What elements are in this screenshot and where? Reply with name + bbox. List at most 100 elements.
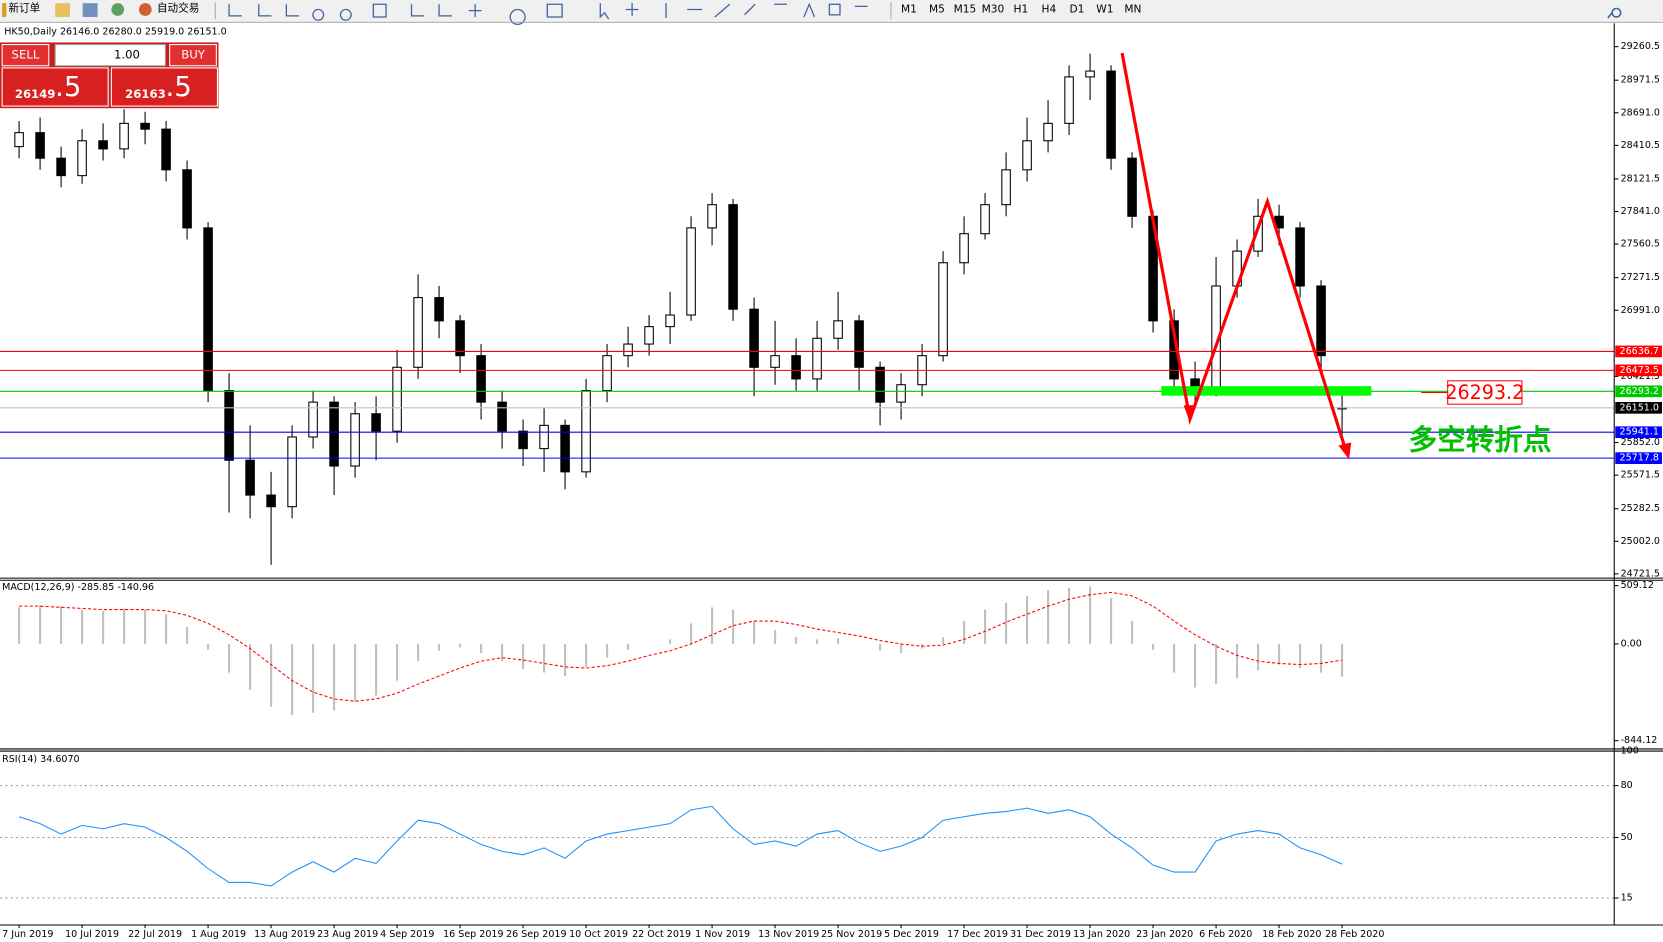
x-tick-label: 1 Nov 2019 (695, 929, 750, 940)
candle-body (14, 132, 24, 148)
y-tick-label: 25571.5 (1621, 470, 1660, 481)
candle-body (77, 140, 87, 177)
candle-body (560, 424, 570, 473)
candle-body (35, 132, 45, 159)
arrow-head (1183, 405, 1197, 423)
price-level-label: 26151.0 (1620, 402, 1659, 413)
candle-body (182, 169, 192, 229)
y-tick-label: 27271.5 (1621, 272, 1660, 283)
candle-body (1316, 285, 1326, 357)
timeframe-button[interactable]: W1 (1096, 4, 1113, 16)
price-level-label: 26473.5 (1620, 365, 1659, 376)
lot-value[interactable]: 1.00 (114, 48, 140, 62)
x-tick-label: 26 Sep 2019 (506, 929, 566, 940)
annotation-text: 多空转折点 (1408, 422, 1551, 456)
ask-box[interactable] (110, 67, 218, 107)
timeframe-button[interactable]: M30 (982, 4, 1005, 16)
axes: 29260.5 28971.5 28691.0 28410.5 28121.5 27841… (2, 41, 1662, 940)
icon[interactable] (55, 3, 70, 17)
auto-trade-button[interactable]: 自动交易 (157, 1, 199, 14)
toolbar: 新订单 自动交易 M1 M5 M15 M30 H1 H4 D1 W1 MN (0, 0, 1663, 25)
candle-body (1127, 157, 1137, 217)
toolbar-icons[interactable] (228, 2, 868, 25)
candle-body (938, 262, 948, 357)
candle-body (161, 128, 171, 171)
ask-price[interactable]: 26163 (125, 87, 166, 101)
timeframe-button[interactable]: MN (1124, 4, 1141, 16)
candle-body (140, 122, 150, 130)
search-icon[interactable] (1607, 7, 1622, 19)
timeframe-button[interactable]: M15 (954, 4, 977, 16)
candle-body (581, 389, 591, 473)
buy-button[interactable] (169, 44, 217, 67)
price-level-label: 25717.8 (1620, 453, 1659, 464)
icon[interactable] (111, 3, 125, 16)
candle-body (245, 459, 255, 496)
icon[interactable] (82, 3, 98, 17)
y-tick-label: 28691.0 (1621, 107, 1660, 118)
timeframe-group: M1 M5 M15 M30 H1 H4 D1 W1 MN (901, 4, 1141, 16)
x-tick-label: 25 Nov 2019 (821, 929, 882, 940)
price-level-label: 25941.1 (1620, 427, 1659, 438)
candle-body (980, 204, 990, 235)
candle-body (119, 122, 129, 150)
candle-body (98, 140, 108, 150)
timeframe-button[interactable]: M1 (901, 4, 917, 16)
timeframe-button[interactable]: H4 (1042, 4, 1057, 16)
new-order-button[interactable]: 新订单 (8, 1, 40, 14)
lot-input[interactable] (54, 44, 166, 67)
buy-label[interactable]: BUY (181, 48, 206, 62)
sell-label[interactable]: SELL (12, 48, 40, 62)
bid-box[interactable] (1, 67, 109, 107)
plots (0, 53, 1615, 899)
icon (2, 3, 7, 17)
candle-body (665, 314, 675, 328)
x-tick-label: 22 Oct 2019 (632, 929, 691, 940)
x-tick-label: 4 Sep 2019 (380, 929, 434, 940)
y-tick-label: 27841.0 (1621, 206, 1660, 217)
x-tick-label: 13 Aug 2019 (254, 929, 315, 940)
icon[interactable] (138, 3, 152, 16)
candle-body (1085, 70, 1095, 78)
x-tick-label: 5 Dec 2019 (884, 929, 939, 940)
bid-fraction[interactable]: .5 (55, 70, 81, 103)
y-tick-label: 28121.5 (1621, 173, 1660, 184)
price-level-label: 26293.2 (1620, 386, 1659, 397)
price-level-tag (1615, 345, 1662, 358)
y-tick-label: 25002.0 (1621, 536, 1660, 547)
candle-body (476, 355, 486, 403)
y-tick-label: 80 (1621, 780, 1633, 791)
x-tick-label: 6 Feb 2020 (1199, 929, 1252, 940)
x-tick-label: 23 Aug 2019 (317, 929, 378, 940)
x-tick-label: 7 Jun 2019 (2, 929, 53, 940)
y-tick-label: 24721.5 (1621, 568, 1660, 579)
candle-body (392, 366, 402, 432)
x-tick-label: 31 Dec 2019 (1010, 929, 1071, 940)
x-tick-label: 13 Jan 2020 (1073, 929, 1130, 940)
sell-button[interactable] (1, 44, 50, 67)
timeframe-button[interactable]: H1 (1014, 4, 1029, 16)
price-level-label: 26636.7 (1620, 346, 1659, 357)
rsi-title: RSI(14) 34.6070 (2, 754, 79, 765)
y-tick-label: 0.00 (1621, 638, 1642, 649)
timeframe-button[interactable]: M5 (929, 4, 945, 16)
y-tick-label: 26991.0 (1621, 305, 1660, 316)
y-tick-label: 25282.5 (1621, 503, 1660, 514)
candle-body (644, 326, 654, 345)
candle-body (1043, 122, 1053, 142)
bid-price[interactable]: 26149 (15, 87, 56, 101)
candle-body (1106, 70, 1116, 159)
level-box (1447, 380, 1523, 405)
timeframe-button[interactable]: D1 (1069, 4, 1084, 16)
candle-body (959, 233, 969, 264)
ask-fraction[interactable]: .5 (165, 70, 191, 103)
price-level-tag (1615, 452, 1662, 464)
y-tick-label: 15 (1621, 893, 1633, 904)
candle-body (623, 343, 633, 357)
arrow-head (1338, 442, 1352, 460)
support-zone (1161, 386, 1372, 396)
candle-body (749, 308, 759, 368)
price-level-tag (1615, 385, 1662, 398)
